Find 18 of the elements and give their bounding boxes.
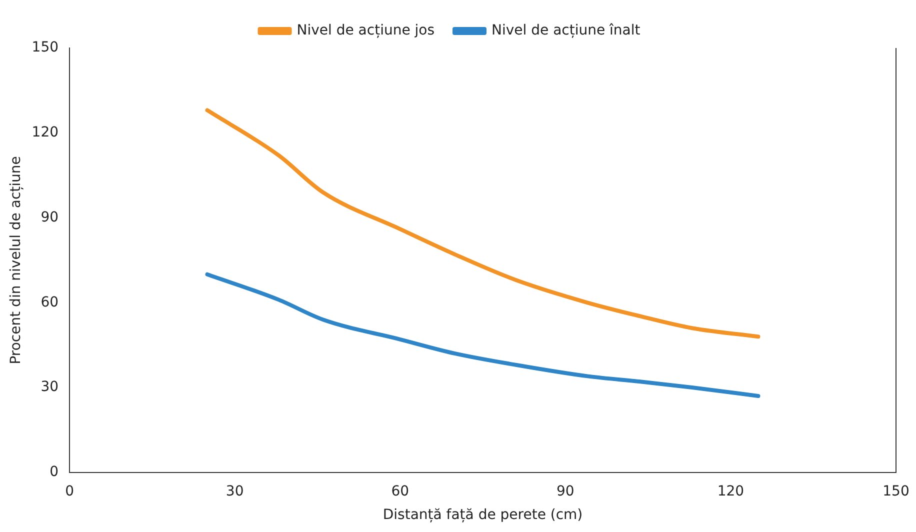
legend-label: Nivel de acțiune înalt: [492, 22, 641, 39]
x-axis-title: Distanță față de perete (cm): [382, 507, 583, 524]
y-tick-label: 150: [32, 40, 59, 56]
x-tick-label: 60: [391, 483, 410, 500]
line-series: [205, 272, 760, 398]
x-tick-label: 150: [882, 483, 910, 500]
y-tick-label: 0: [50, 464, 59, 480]
y-axis-title: Procent din nivelul de acțiune: [8, 156, 24, 364]
y-tick-label: 120: [32, 124, 59, 141]
y-tick-label: 90: [40, 209, 59, 226]
y-tick-label: 60: [40, 294, 59, 310]
y-tick-label: 30: [40, 379, 59, 396]
x-tick-label: 120: [717, 483, 744, 500]
x-tick-label: 30: [226, 483, 244, 500]
line-series: [205, 108, 760, 339]
x-tick-label: 90: [556, 483, 574, 500]
legend-label: Nivel de acțiune jos: [296, 22, 435, 39]
x-tick-label: 0: [65, 483, 74, 500]
